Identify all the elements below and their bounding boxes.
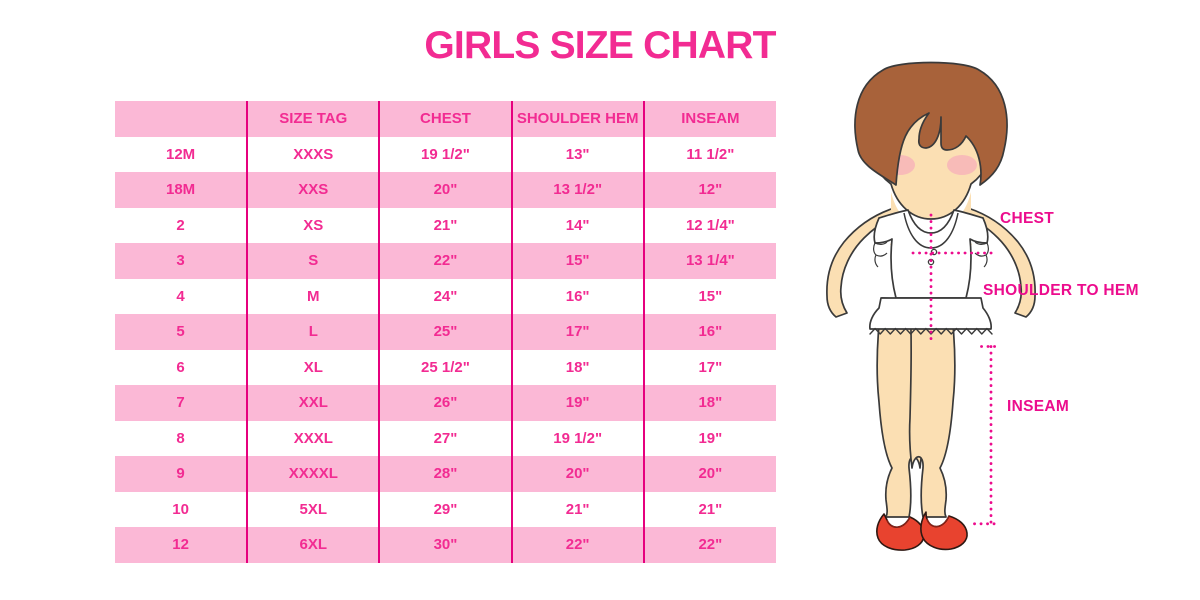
svg-text:CHEST: CHEST (1000, 210, 1054, 227)
svg-text:INSEAM: INSEAM (1007, 398, 1069, 415)
svg-text:SHOULDER TO HEM: SHOULDER TO HEM (983, 282, 1139, 299)
